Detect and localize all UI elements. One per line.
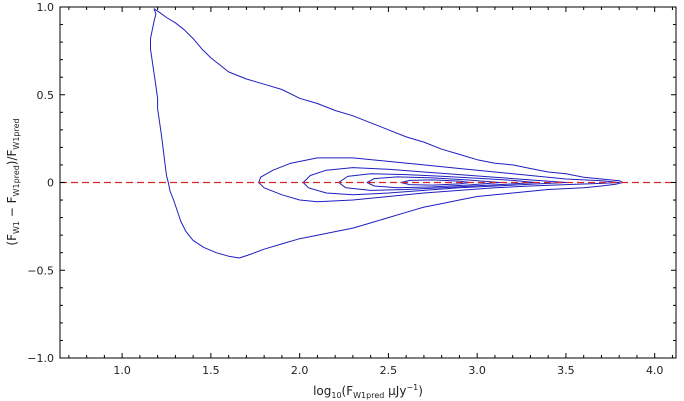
y-tick-label: 0.5 — [37, 89, 55, 102]
x-tick-label: 2.0 — [291, 364, 309, 377]
y-tick-label: −0.5 — [27, 264, 54, 277]
x-tick-label: 3.5 — [557, 364, 575, 377]
x-axis-label: log10(FW1pred μJy−1) — [313, 383, 423, 400]
y-tick-label: 0 — [47, 177, 54, 190]
x-tick-label: 4.0 — [646, 364, 664, 377]
x-tick-label: 1.0 — [113, 364, 131, 377]
contour-outer — [150, 8, 624, 259]
x-tick-label: 1.5 — [202, 364, 220, 377]
x-ticks: 1.0 1.5 2.0 2.5 3.0 3.5 4.0 — [68, 7, 673, 377]
x-tick-label: 3.0 — [468, 364, 486, 377]
y-tick-label: −1.0 — [27, 352, 54, 365]
contour-level-2 — [258, 157, 620, 203]
x-tick-label: 2.5 — [380, 364, 398, 377]
y-ticks: −1.0 −0.5 0 0.5 1.0 — [27, 1, 676, 365]
plot-frame — [59, 6, 677, 359]
y-axis-label: (FW1 − FW1pred)/FW1pred — [5, 118, 21, 245]
contour-layer — [150, 8, 624, 259]
contour-level-3 — [302, 167, 567, 196]
y-tick-label: 1.0 — [37, 1, 55, 14]
